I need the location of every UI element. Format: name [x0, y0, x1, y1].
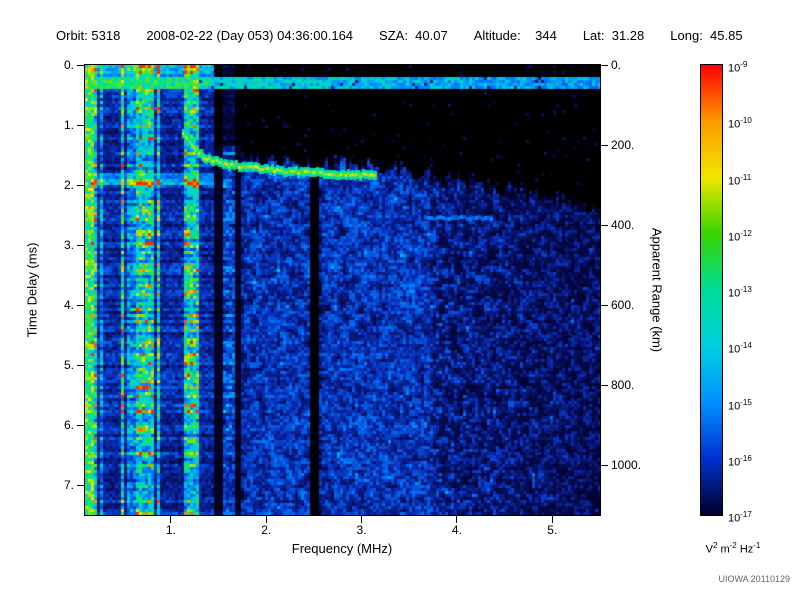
y-right-tick-mark — [601, 224, 608, 226]
y-left-tick-label: 2. — [63, 178, 74, 192]
y-left-tick-mark — [77, 364, 84, 366]
colorbar-tick-label: 10-17 — [728, 510, 752, 525]
watermark-text: UIOWA 20110129 — [718, 574, 790, 584]
y-right-tick-mark — [601, 144, 608, 146]
x-tick-mark — [456, 516, 458, 523]
y-left-tick-mark — [77, 244, 84, 246]
y-right-tick-label: 800. — [611, 378, 635, 392]
y-left-tick-label: 6. — [63, 418, 74, 432]
header-field: Lat: 31.28 — [582, 28, 645, 43]
y-left-tick-mark — [77, 184, 84, 186]
x-tick-label: 1. — [165, 523, 176, 537]
y-left-tick-label: 7. — [63, 478, 74, 492]
y-left-tick-mark — [77, 124, 84, 126]
y-axis-right-label: Apparent Range (km) — [649, 227, 665, 353]
x-tick-mark — [170, 516, 172, 523]
header-field: SZA: 40.07 — [379, 28, 448, 43]
y-left-tick-mark — [77, 64, 84, 66]
y-left-tick-mark — [77, 424, 84, 426]
header-info: Orbit: 5318 2008-02-22 (Day 053) 04:36:00… — [56, 28, 769, 43]
colorbar-tick-label: 10-16 — [728, 453, 752, 469]
y-left-tick-label: 4. — [63, 298, 74, 312]
y-left-tick-mark — [77, 484, 84, 486]
x-tick-mark — [265, 516, 267, 523]
y-right-tick-mark — [601, 64, 608, 66]
colorbar — [700, 64, 723, 516]
colorbar-tick-label: 10-14 — [728, 341, 752, 356]
y-right-tick-mark — [601, 384, 608, 386]
spectrogram-canvas — [85, 65, 600, 515]
header-field: Altitude: 344 — [473, 28, 557, 43]
y-right-tick-label: 0. — [611, 58, 622, 72]
y-left-tick-label: 0. — [63, 58, 74, 72]
x-axis-label: Frequency (MHz) — [291, 541, 393, 556]
colorbar-tick-label: 10-10 — [728, 116, 752, 131]
y-right-tick-label: 600. — [611, 298, 635, 312]
x-tick-mark — [361, 516, 363, 523]
header-field: Orbit: 5318 — [56, 28, 121, 43]
x-tick-label: 2. — [261, 523, 272, 537]
x-tick-label: 5. — [547, 523, 558, 537]
y-right-tick-label: 200. — [611, 138, 635, 152]
y-right-tick-label: 400. — [611, 218, 635, 232]
y-right-tick-label: 1000. — [611, 458, 642, 472]
colorbar-tick-label: 10-13 — [728, 285, 752, 300]
colorbar-tick-label: 10-11 — [728, 172, 752, 188]
colorbar-tick-label: 10-9 — [728, 60, 748, 75]
y-left-tick-mark — [77, 304, 84, 306]
x-tick-label: 3. — [356, 523, 367, 537]
y-right-tick-mark — [601, 464, 608, 466]
y-axis-left-label: Time Delay (ms) — [24, 242, 40, 338]
colorbar-tick-label: 10-15 — [728, 397, 752, 413]
x-tick-label: 4. — [451, 523, 462, 537]
x-tick-mark — [551, 516, 553, 523]
y-left-tick-label: 3. — [63, 238, 74, 252]
colorbar-tick-label: 10-12 — [728, 228, 752, 244]
y-left-tick-label: 1. — [63, 118, 74, 132]
y-right-tick-mark — [601, 304, 608, 306]
header-field: 2008-02-22 (Day 053) 04:36:00.164 — [146, 28, 354, 43]
plot-frame — [84, 64, 601, 516]
header-field: Long: 45.85 — [670, 28, 743, 43]
y-left-tick-label: 5. — [63, 358, 74, 372]
colorbar-unit-label: V2 m-2 Hz-1 — [705, 541, 761, 556]
